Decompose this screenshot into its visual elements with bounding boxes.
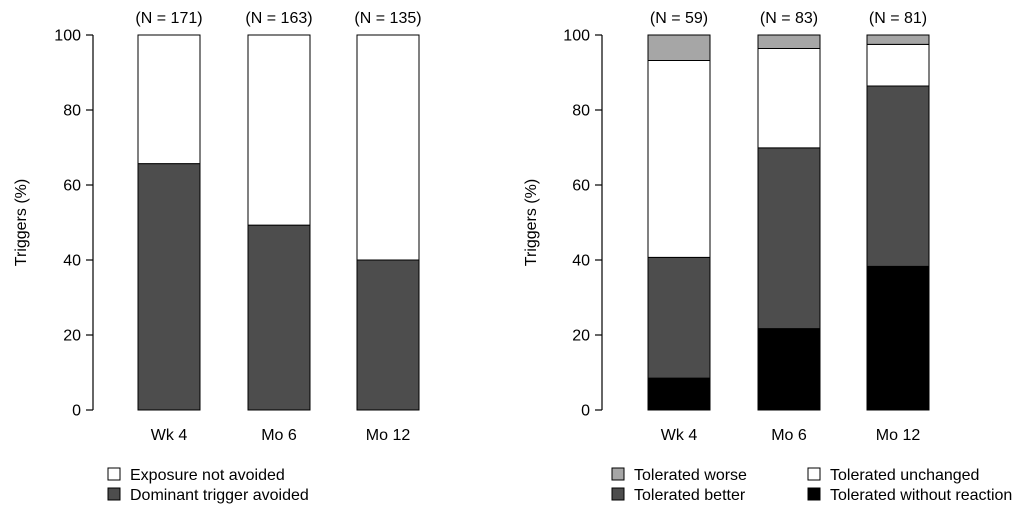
chart-2: 0 20 40 60 80 100 Triggers (%) Wk 4 (N = 59) Mo 6… bbox=[523, 10, 1012, 504]
y-tick-label: 20 bbox=[572, 328, 590, 345]
bar-segment-tolerated-without-reaction bbox=[647, 377, 711, 411]
x-tick-label: Mo 6 bbox=[261, 427, 297, 444]
bar-segment-dominant-trigger-avoided bbox=[356, 259, 420, 411]
y-tick-label: 0 bbox=[581, 403, 590, 420]
y-axis-title: Triggers (%) bbox=[523, 179, 540, 266]
x-tick-label: Mo 12 bbox=[366, 427, 411, 444]
y-tick-label: 0 bbox=[72, 403, 81, 420]
legend-label: Tolerated worse bbox=[634, 467, 747, 484]
y-tick-label: 80 bbox=[572, 103, 590, 120]
bar-segment-tolerated-better bbox=[647, 256, 711, 379]
y-tick-label: 80 bbox=[63, 103, 81, 120]
bar-segment-exposure-not-avoided bbox=[247, 34, 311, 226]
sample-size-label: (N = 59) bbox=[650, 10, 708, 27]
legend-swatch bbox=[807, 467, 821, 481]
y-tick-label: 40 bbox=[63, 253, 81, 270]
bar-segment-exposure-not-avoided bbox=[356, 34, 420, 261]
x-tick-label: Wk 4 bbox=[151, 427, 188, 444]
legend-label: Tolerated unchanged bbox=[830, 467, 979, 484]
y-tick-label: 100 bbox=[54, 28, 81, 45]
bar-segment-tolerated-unchanged bbox=[866, 43, 930, 87]
y-tick-label: 100 bbox=[563, 28, 590, 45]
bar-segment-tolerated-worse bbox=[866, 34, 930, 45]
bar-segment-tolerated-unchanged bbox=[647, 60, 711, 258]
sample-size-label: (N = 83) bbox=[760, 10, 818, 27]
bar-segment-dominant-trigger-avoided bbox=[137, 163, 201, 411]
bar-segment-tolerated-unchanged bbox=[757, 48, 821, 149]
legend-label: Tolerated better bbox=[634, 487, 746, 504]
bar-segment-tolerated-worse bbox=[757, 34, 821, 49]
bar-segment-tolerated-better bbox=[866, 85, 930, 267]
x-tick-label: Mo 6 bbox=[771, 427, 807, 444]
sample-size-label: (N = 81) bbox=[869, 10, 927, 27]
bar-segment-tolerated-worse bbox=[647, 34, 711, 61]
sample-size-label: (N = 135) bbox=[354, 10, 421, 27]
legend-label: Tolerated without reaction bbox=[830, 487, 1012, 504]
legend-swatch bbox=[807, 487, 821, 501]
y-axis-title: Triggers (%) bbox=[13, 179, 30, 266]
y-tick-label: 40 bbox=[572, 253, 590, 270]
bar-segment-exposure-not-avoided bbox=[137, 34, 201, 165]
bar-segment-tolerated-without-reaction bbox=[866, 265, 930, 411]
sample-size-label: (N = 171) bbox=[135, 10, 202, 27]
y-tick-label: 60 bbox=[63, 178, 81, 195]
bar-segment-dominant-trigger-avoided bbox=[247, 224, 311, 411]
legend-swatch bbox=[611, 487, 625, 501]
y-tick-label: 60 bbox=[572, 178, 590, 195]
legend-swatch bbox=[611, 467, 625, 481]
sample-size-label: (N = 163) bbox=[245, 10, 312, 27]
legend-swatch bbox=[107, 487, 121, 501]
x-tick-label: Wk 4 bbox=[661, 427, 698, 444]
bar-segment-tolerated-better bbox=[757, 147, 821, 330]
legend-label: Dominant trigger avoided bbox=[130, 487, 309, 504]
chart-1: 0 20 40 60 80 100 Triggers (%) Wk 4 (N = 171) Mo … bbox=[13, 10, 422, 504]
y-tick-label: 20 bbox=[63, 328, 81, 345]
bar-segment-tolerated-without-reaction bbox=[757, 328, 821, 411]
x-tick-label: Mo 12 bbox=[876, 427, 921, 444]
legend-swatch bbox=[107, 467, 121, 481]
legend-label: Exposure not avoided bbox=[130, 467, 285, 484]
